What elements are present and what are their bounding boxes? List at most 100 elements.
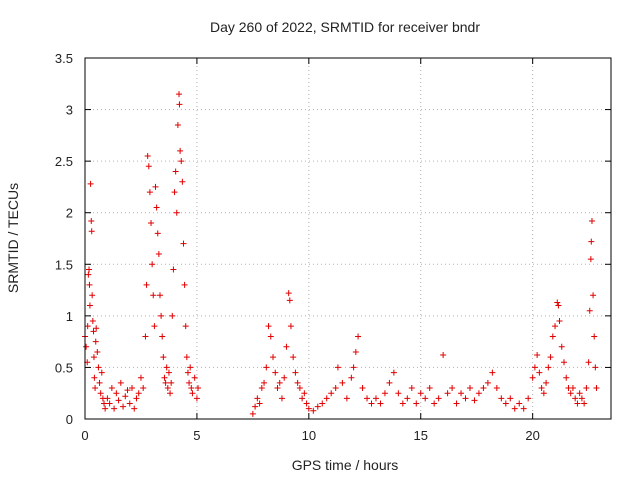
- data-point: [390, 369, 397, 376]
- grid-lines: [85, 58, 611, 419]
- data-point: [188, 385, 195, 392]
- data-point: [453, 400, 460, 407]
- data-point: [263, 364, 270, 371]
- data-point: [148, 220, 155, 227]
- data-point: [176, 91, 183, 98]
- data-point: [164, 385, 171, 392]
- data-point: [272, 369, 279, 376]
- data-point: [86, 266, 93, 273]
- data-point: [586, 307, 593, 314]
- data-point: [267, 333, 274, 340]
- data-point: [408, 385, 415, 392]
- data-point: [489, 369, 496, 376]
- data-point: [151, 323, 158, 330]
- data-point: [171, 189, 178, 196]
- data-point: [179, 178, 186, 185]
- x-tick-label: 10: [302, 428, 316, 443]
- data-point: [135, 390, 142, 397]
- data-point: [328, 390, 335, 397]
- data-point: [585, 359, 592, 366]
- data-point: [299, 395, 306, 402]
- data-point: [583, 385, 590, 392]
- data-point: [466, 385, 473, 392]
- data-point: [155, 250, 162, 257]
- data-point: [498, 395, 505, 402]
- data-point: [507, 395, 514, 402]
- data-point: [186, 379, 193, 386]
- plot-frame: [84, 57, 612, 420]
- y-tick-label: 1.5: [55, 257, 73, 272]
- y-tick-label: 2: [66, 206, 73, 221]
- data-point: [142, 333, 149, 340]
- data-point: [92, 385, 99, 392]
- data-point: [484, 379, 491, 386]
- data-point: [172, 168, 179, 175]
- data-point: [122, 393, 129, 400]
- data-point: [274, 385, 281, 392]
- y-tick-label: 1: [66, 309, 73, 324]
- data-point: [102, 405, 109, 412]
- data-point: [444, 390, 451, 397]
- data-point: [161, 374, 168, 381]
- data-point: [281, 374, 288, 381]
- data-point: [480, 385, 487, 392]
- data-point: [156, 292, 163, 299]
- data-point: [547, 354, 554, 361]
- x-tick-label: 15: [414, 428, 428, 443]
- data-point: [140, 385, 147, 392]
- data-point: [254, 395, 261, 402]
- data-point: [572, 395, 579, 402]
- data-point: [292, 369, 299, 376]
- data-point: [177, 147, 184, 154]
- data-point: [111, 405, 118, 412]
- data-point: [120, 403, 127, 410]
- data-point: [511, 405, 518, 412]
- data-point: [471, 397, 478, 404]
- x-axis-ticks: 0 5 10 15 20: [81, 58, 540, 443]
- data-point: [525, 395, 532, 402]
- data-point: [131, 405, 138, 412]
- data-point: [520, 405, 527, 412]
- data-point: [359, 385, 366, 392]
- data-point: [168, 379, 175, 386]
- data-point: [323, 395, 330, 402]
- data-point: [350, 364, 357, 371]
- data-point: [285, 290, 292, 297]
- data-point: [368, 400, 375, 407]
- data-point: [117, 379, 124, 386]
- data-point: [310, 407, 317, 414]
- data-point: [593, 385, 600, 392]
- data-point: [154, 230, 161, 237]
- data-point: [152, 183, 159, 190]
- data-point: [258, 385, 265, 392]
- data-point: [176, 101, 183, 108]
- data-point: [536, 369, 543, 376]
- data-point: [413, 400, 420, 407]
- data-point: [191, 374, 198, 381]
- data-point: [417, 390, 424, 397]
- data-point: [578, 395, 585, 402]
- data-point: [395, 390, 402, 397]
- data-point: [305, 405, 312, 412]
- data-point: [545, 364, 552, 371]
- data-point: [180, 240, 187, 247]
- y-tick-label: 0.5: [55, 360, 73, 375]
- data-point: [97, 390, 104, 397]
- data-point: [89, 292, 96, 299]
- x-tick-label: 5: [193, 428, 200, 443]
- data-point: [588, 217, 595, 224]
- data-point: [581, 400, 588, 407]
- data-point: [552, 323, 559, 330]
- data-point: [90, 328, 97, 335]
- data-point: [355, 333, 362, 340]
- data-point: [431, 400, 438, 407]
- data-point: [137, 374, 144, 381]
- data-point: [574, 400, 581, 407]
- data-point: [181, 281, 188, 288]
- data-point: [587, 256, 594, 263]
- y-tick-label: 3: [66, 103, 73, 118]
- data-points: [82, 91, 600, 417]
- data-point: [178, 158, 185, 165]
- data-point: [538, 385, 545, 392]
- data-point: [560, 359, 567, 366]
